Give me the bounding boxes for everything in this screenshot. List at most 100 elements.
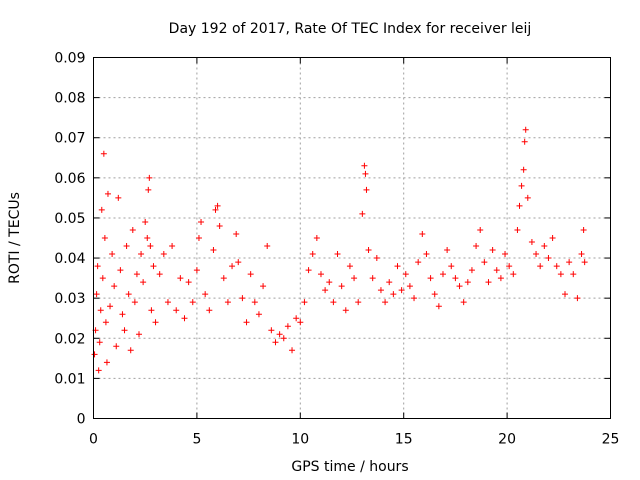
- y-tick-label: 0: [77, 412, 86, 428]
- data-point: [444, 247, 451, 254]
- data-point: [528, 239, 535, 246]
- data-point: [193, 267, 200, 274]
- data-point: [138, 251, 145, 258]
- data-point: [313, 235, 320, 241]
- data-points: [91, 126, 588, 374]
- data-point: [497, 275, 504, 282]
- data-point: [251, 299, 258, 306]
- plot-frame: [93, 57, 611, 419]
- data-point: [123, 243, 130, 250]
- data-point: [518, 182, 525, 189]
- data-point: [322, 287, 329, 294]
- data-point: [581, 259, 588, 266]
- data-point: [255, 311, 262, 318]
- data-point: [537, 263, 544, 270]
- data-point: [97, 307, 104, 314]
- data-point: [119, 311, 126, 318]
- data-point: [406, 283, 413, 290]
- data-point: [145, 186, 152, 193]
- data-point: [361, 162, 368, 169]
- data-point: [289, 347, 296, 354]
- data-point: [220, 275, 227, 282]
- data-point: [386, 279, 393, 286]
- data-point: [473, 243, 480, 250]
- data-point: [239, 295, 246, 302]
- data-point: [276, 331, 283, 338]
- x-tick-label: 5: [192, 432, 201, 448]
- y-tick-label: 0.01: [54, 371, 85, 387]
- data-point: [91, 351, 98, 358]
- data-point: [173, 307, 180, 314]
- data-point: [485, 279, 492, 286]
- data-point: [102, 319, 109, 326]
- data-point: [330, 299, 337, 306]
- data-point: [100, 150, 107, 157]
- data-point: [351, 275, 358, 282]
- data-point: [185, 279, 192, 286]
- data-point: [104, 190, 111, 197]
- data-point: [382, 299, 389, 306]
- data-point: [131, 299, 138, 306]
- data-point: [553, 263, 560, 270]
- data-point: [195, 235, 202, 241]
- data-point: [243, 319, 250, 326]
- data-point: [566, 259, 573, 266]
- data-point: [125, 291, 132, 298]
- y-tick-label: 0.04: [54, 251, 85, 267]
- data-point: [363, 186, 370, 193]
- grid-lines: [93, 57, 611, 419]
- data-point: [431, 291, 438, 298]
- data-point: [423, 251, 430, 258]
- data-point: [101, 235, 108, 241]
- data-point: [210, 247, 217, 254]
- y-axis-label: ROTI / TECUs: [7, 192, 23, 284]
- y-tick-label: 0.06: [54, 171, 85, 187]
- data-point: [93, 291, 100, 298]
- data-point: [439, 271, 446, 278]
- data-point: [224, 299, 231, 306]
- y-tick-label: 0.02: [54, 331, 85, 347]
- data-point: [541, 243, 548, 250]
- data-point: [533, 251, 540, 258]
- data-point: [117, 267, 124, 274]
- data-point: [456, 283, 463, 290]
- data-point: [502, 251, 509, 258]
- x-tick-label: 0: [89, 432, 98, 448]
- data-point: [514, 226, 521, 233]
- data-point: [355, 299, 362, 306]
- data-point: [317, 271, 324, 278]
- data-point: [301, 299, 308, 306]
- data-point: [468, 267, 475, 274]
- data-point: [342, 307, 349, 314]
- data-point: [115, 194, 122, 201]
- data-point: [477, 226, 484, 233]
- data-point: [284, 323, 291, 330]
- data-point: [460, 299, 467, 306]
- data-point: [272, 339, 279, 346]
- data-point: [557, 271, 564, 278]
- y-tick-label: 0.08: [54, 91, 85, 107]
- data-point: [522, 126, 529, 133]
- data-point: [206, 307, 213, 314]
- data-point: [268, 327, 275, 334]
- data-point: [570, 271, 577, 278]
- data-point: [365, 247, 372, 254]
- data-point: [510, 271, 517, 278]
- data-point: [338, 283, 345, 290]
- data-point: [464, 279, 471, 286]
- data-point: [580, 226, 587, 233]
- data-point: [98, 206, 105, 213]
- data-point: [489, 247, 496, 254]
- data-point: [133, 271, 140, 278]
- data-point: [452, 275, 459, 282]
- data-point: [493, 267, 500, 274]
- data-point: [181, 315, 188, 322]
- data-point: [247, 271, 254, 278]
- data-point: [402, 271, 409, 278]
- x-tick-label: 15: [395, 432, 413, 448]
- data-point: [109, 251, 116, 258]
- y-tick-label: 0.07: [54, 131, 85, 147]
- data-point: [99, 275, 106, 282]
- data-point: [346, 263, 353, 270]
- chart-title: Day 192 of 2017, Rate Of TEC Index for r…: [169, 21, 532, 37]
